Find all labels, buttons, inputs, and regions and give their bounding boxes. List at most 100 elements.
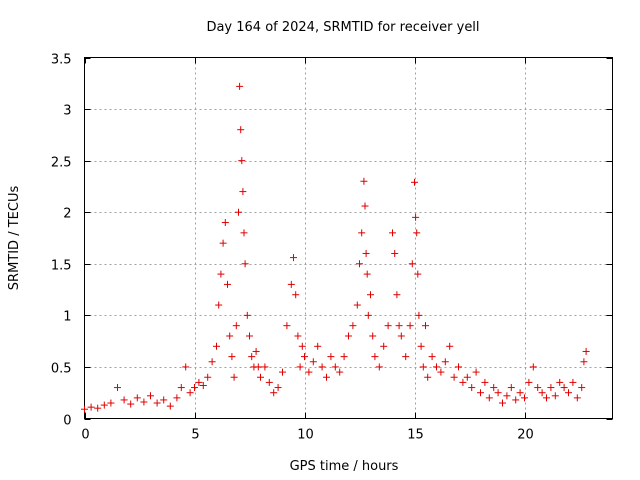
data-point bbox=[226, 332, 234, 340]
data-point bbox=[257, 373, 264, 381]
data-point bbox=[433, 363, 440, 371]
data-point bbox=[283, 322, 291, 330]
data-point bbox=[384, 322, 392, 330]
data-point bbox=[81, 405, 88, 413]
data-point bbox=[578, 384, 586, 392]
data-point bbox=[221, 219, 229, 227]
data-point bbox=[327, 353, 335, 361]
data-point bbox=[406, 322, 414, 330]
data-point bbox=[481, 378, 489, 386]
data-point bbox=[389, 229, 396, 237]
data-point bbox=[356, 260, 363, 268]
data-point bbox=[411, 178, 418, 186]
y-tick-labels: 0 0.5 1 1.5 2 2.5 3 3.5 bbox=[51, 53, 72, 429]
data-point bbox=[140, 398, 148, 406]
data-point bbox=[415, 311, 423, 319]
data-point bbox=[446, 342, 454, 350]
data-point bbox=[459, 378, 467, 386]
data-point bbox=[217, 270, 225, 278]
data-point bbox=[422, 322, 429, 330]
data-point bbox=[279, 368, 286, 376]
data-point bbox=[147, 392, 154, 400]
data-point bbox=[331, 363, 339, 371]
x-axis-label: GPS time / hours bbox=[290, 459, 399, 474]
data-point bbox=[408, 260, 416, 268]
data-point bbox=[294, 332, 302, 340]
data-point bbox=[230, 373, 238, 381]
data-point bbox=[397, 332, 405, 340]
data-point bbox=[560, 384, 568, 392]
data-point bbox=[358, 229, 366, 237]
data-point bbox=[318, 363, 326, 371]
data-point bbox=[490, 384, 498, 392]
data-point bbox=[290, 254, 297, 262]
data-point bbox=[236, 82, 244, 90]
data-point bbox=[512, 396, 520, 404]
data-point bbox=[160, 396, 168, 404]
data-point bbox=[503, 392, 511, 400]
x-tick-label: 10 bbox=[297, 428, 314, 443]
data-point bbox=[107, 399, 115, 407]
data-point bbox=[551, 392, 559, 400]
data-point bbox=[173, 394, 181, 402]
y-tick-label: 2.5 bbox=[51, 156, 72, 171]
data-point bbox=[305, 368, 313, 376]
data-point bbox=[224, 280, 231, 288]
y-tick-label: 2 bbox=[63, 207, 71, 222]
y-tick-label: 1 bbox=[63, 310, 71, 325]
data-point bbox=[292, 291, 300, 299]
data-point bbox=[336, 368, 344, 376]
data-point bbox=[468, 384, 476, 392]
data-point bbox=[182, 363, 190, 371]
data-point bbox=[254, 363, 262, 371]
data-point bbox=[235, 208, 242, 216]
data-point bbox=[569, 378, 577, 386]
data-point bbox=[485, 394, 493, 402]
data-point bbox=[367, 291, 374, 299]
data-point bbox=[582, 347, 590, 355]
data-point bbox=[87, 403, 95, 411]
data-point bbox=[228, 353, 236, 361]
data-point bbox=[215, 301, 223, 309]
data-point bbox=[191, 384, 198, 392]
data-point bbox=[556, 378, 564, 386]
data-point bbox=[94, 404, 102, 412]
data-point bbox=[516, 389, 524, 397]
data-point bbox=[100, 401, 108, 409]
data-point bbox=[195, 378, 203, 386]
data-point bbox=[580, 358, 588, 366]
data-point bbox=[353, 301, 361, 309]
data-point bbox=[166, 402, 174, 410]
data-point bbox=[463, 373, 471, 381]
plot-frame bbox=[84, 57, 613, 419]
data-point bbox=[240, 229, 248, 237]
data-point bbox=[391, 249, 399, 257]
data-point bbox=[238, 157, 246, 165]
data-point bbox=[243, 311, 251, 319]
data-point bbox=[538, 389, 546, 397]
data-point bbox=[547, 384, 555, 392]
data-point bbox=[573, 394, 581, 402]
data-point bbox=[437, 368, 445, 376]
x-tick-label: 15 bbox=[407, 428, 424, 443]
data-point bbox=[414, 270, 422, 278]
data-point bbox=[428, 353, 436, 361]
data-point bbox=[309, 358, 317, 366]
data-point bbox=[274, 384, 282, 392]
data-point bbox=[360, 177, 368, 185]
data-point bbox=[265, 378, 273, 386]
data-point bbox=[402, 353, 410, 361]
data-point bbox=[450, 373, 458, 381]
x-tick-labels: 0 5 10 15 20 bbox=[81, 428, 533, 443]
y-axis-label: SRMTID / TECUs bbox=[7, 186, 22, 291]
data-point bbox=[417, 342, 425, 350]
data-point bbox=[507, 384, 515, 392]
x-tick-label: 5 bbox=[191, 428, 199, 443]
data-point bbox=[349, 322, 357, 330]
data-point bbox=[424, 373, 432, 381]
x-tick-label: 20 bbox=[517, 428, 534, 443]
data-point bbox=[208, 358, 216, 366]
y-tick-label: 0 bbox=[63, 414, 71, 429]
data-point bbox=[472, 368, 480, 376]
